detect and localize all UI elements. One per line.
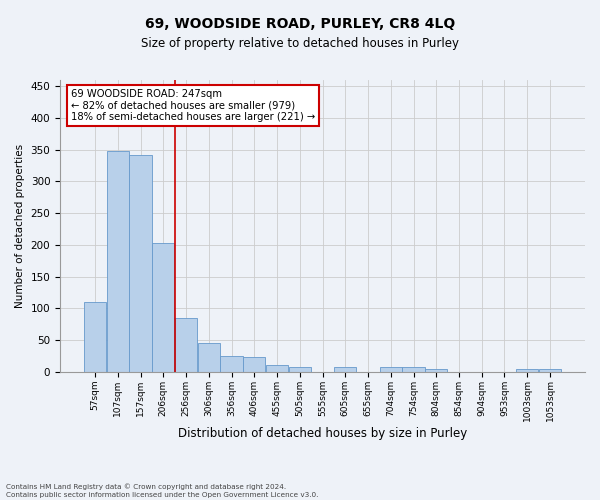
Text: 69 WOODSIDE ROAD: 247sqm
← 82% of detached houses are smaller (979)
18% of semi-: 69 WOODSIDE ROAD: 247sqm ← 82% of detach… xyxy=(71,89,315,122)
Bar xyxy=(152,243,175,372)
Bar xyxy=(220,356,242,372)
Text: Contains HM Land Registry data © Crown copyright and database right 2024.
Contai: Contains HM Land Registry data © Crown c… xyxy=(6,484,319,498)
Bar xyxy=(197,342,220,372)
Text: 69, WOODSIDE ROAD, PURLEY, CR8 4LQ: 69, WOODSIDE ROAD, PURLEY, CR8 4LQ xyxy=(145,18,455,32)
Text: Size of property relative to detached houses in Purley: Size of property relative to detached ho… xyxy=(141,38,459,51)
Bar xyxy=(266,364,288,372)
Bar xyxy=(84,302,106,372)
X-axis label: Distribution of detached houses by size in Purley: Distribution of detached houses by size … xyxy=(178,427,467,440)
Bar xyxy=(539,369,561,372)
Y-axis label: Number of detached properties: Number of detached properties xyxy=(15,144,25,308)
Bar xyxy=(425,369,448,372)
Bar xyxy=(107,151,129,372)
Bar xyxy=(175,318,197,372)
Bar xyxy=(516,369,538,372)
Bar xyxy=(380,366,402,372)
Bar xyxy=(243,357,265,372)
Bar xyxy=(130,156,152,372)
Bar xyxy=(403,367,425,372)
Bar xyxy=(334,367,356,372)
Bar xyxy=(289,367,311,372)
